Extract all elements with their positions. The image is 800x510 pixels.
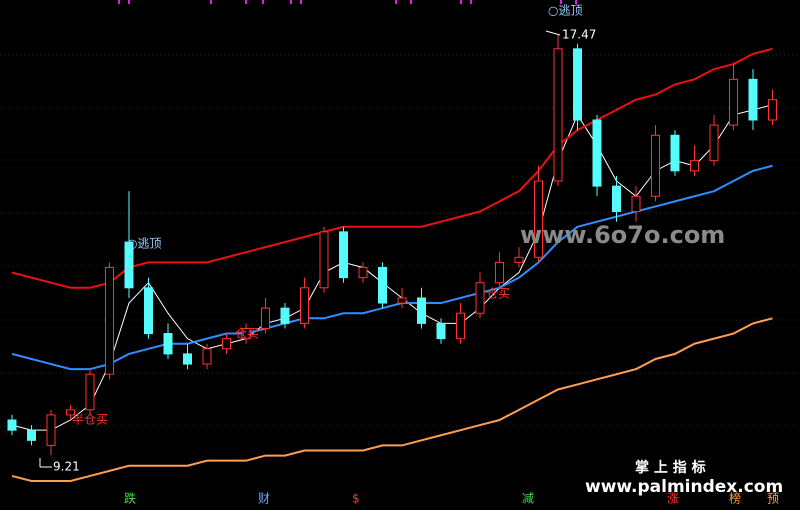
marker: 财: [258, 492, 270, 506]
annotation: ○逃顶: [548, 4, 582, 18]
watermark: 掌 上 指 标: [635, 459, 706, 476]
candle-body: [397, 297, 407, 304]
annotation: 仓买: [486, 287, 510, 301]
candle-body: [339, 231, 348, 279]
candle-body: [748, 78, 758, 121]
annotation: 半仓买: [72, 413, 108, 427]
top-markers: [118, 0, 577, 4]
candle-body: [46, 414, 56, 446]
marker: 减: [522, 492, 534, 506]
candle-body: [66, 409, 75, 416]
candle-body: [241, 327, 251, 340]
candle-body: [475, 282, 485, 314]
marker: 涨: [667, 491, 679, 506]
annotation: 仓买: [235, 327, 259, 341]
candle-body: [358, 266, 368, 279]
candle-body: [436, 322, 446, 340]
candle-body: [670, 134, 680, 172]
candle-body: [456, 312, 465, 340]
candle-body: [222, 338, 231, 350]
candle-body: [202, 348, 212, 365]
indicator-line: [11, 104, 773, 431]
marker: 预: [767, 492, 779, 506]
watermark: www.6o7o.com: [520, 221, 725, 249]
candle-body: [300, 287, 309, 324]
marker: $: [352, 492, 360, 506]
candle-body: [417, 297, 426, 324]
indicator-line: [11, 47, 773, 289]
candle-body: [592, 119, 602, 187]
plot: [7, 35, 777, 483]
candle-body: [534, 180, 543, 258]
candle-body: [124, 241, 134, 289]
watermark: www.palmindex.com: [585, 477, 783, 497]
marker: 跌: [124, 491, 136, 506]
candle-body: [378, 266, 387, 304]
candle-body: [105, 266, 114, 375]
annotation: ○逃顶: [127, 237, 161, 251]
annotation: 17.47: [562, 28, 596, 42]
candle-body: [768, 99, 777, 121]
marker: 榜: [729, 491, 741, 506]
candle-body: [631, 195, 641, 213]
annotation: 9.21: [53, 460, 80, 474]
candle-body: [514, 256, 524, 263]
candle-body: [280, 307, 290, 324]
candle-body: [612, 185, 621, 213]
indicator-line: [11, 164, 773, 371]
candle-body: [144, 287, 153, 335]
candle-body: [163, 333, 173, 355]
arrow: [545, 30, 561, 36]
layout: [0, 54, 800, 427]
candle-body: [27, 429, 36, 441]
candle-body: [183, 353, 192, 365]
candle-body: [573, 48, 582, 121]
candle-body: [651, 134, 660, 197]
candle-body: [709, 124, 719, 162]
candle-body: [495, 261, 504, 284]
candle-body: [319, 231, 329, 289]
candle-body: [7, 419, 17, 431]
candle-body: [729, 78, 738, 126]
candle-body: [85, 373, 95, 411]
candle-body: [690, 160, 699, 172]
indicator-line: [11, 317, 773, 483]
candle-body: [553, 48, 563, 182]
candle-body: [261, 307, 270, 329]
